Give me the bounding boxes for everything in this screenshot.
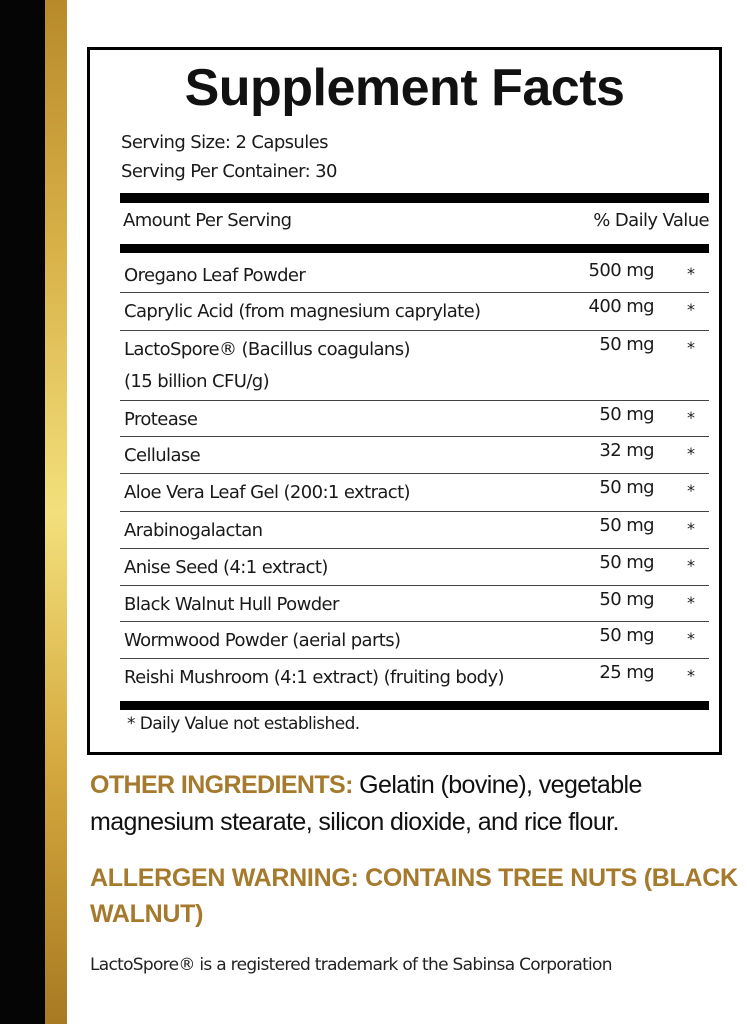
ingredient-row: Wormwood Powder (aerial parts) 50 mg * [120, 621, 709, 659]
ingredient-daily-value: * [687, 481, 695, 500]
ingredient-name: Black Walnut Hull Powder [124, 594, 339, 615]
ingredient-name: Protease [124, 409, 198, 430]
ingredient-daily-value: * [687, 444, 695, 463]
ingredient-amount: 32 mg [599, 440, 654, 461]
ingredient-daily-value: * [687, 519, 695, 538]
divider-thick [120, 244, 709, 253]
ingredient-row: Oregano Leaf Powder 500 mg * [120, 256, 709, 293]
ingredient-row: Cellulase 32 mg * [120, 436, 709, 474]
ingredient-amount: 50 mg [599, 477, 654, 498]
allergen-warning: ALLERGEN WARNING: CONTAINS TREE NUTS (BL… [90, 864, 738, 928]
ingredient-daily-value: * [687, 264, 695, 283]
divider-thick [120, 193, 709, 203]
footnote: * Daily Value not established. [127, 714, 360, 734]
ingredient-amount: 50 mg [599, 589, 654, 610]
ingredient-amount: 500 mg [588, 260, 655, 281]
ingredient-name-line: LactoSpore® (Bacillus coagulans) [124, 339, 411, 360]
ingredient-row: Protease 50 mg * [120, 400, 709, 437]
ingredient-amount: 50 mg [599, 625, 654, 646]
supplement-facts-panel: Supplement Facts Serving Size: 2 Capsule… [87, 47, 722, 755]
divider-thick [120, 701, 709, 710]
amount-per-serving-header: Amount Per Serving [123, 210, 292, 231]
ingredient-daily-value: * [687, 666, 695, 685]
ingredient-daily-value: * [687, 593, 695, 612]
panel-title: Supplement Facts [184, 59, 625, 117]
other-ingredients: OTHER INGREDIENTS: Gelatin (bovine), veg… [90, 767, 750, 841]
ingredient-name-line: (15 billion CFU/g) [124, 371, 270, 392]
ingredient-amount: 50 mg [599, 552, 654, 573]
ingredient-row: Anise Seed (4:1 extract) 50 mg * [120, 548, 709, 586]
other-ingredients-text: Gelatin (bovine), vegetable magnesium st… [90, 771, 642, 836]
ingredient-amount: 400 mg [588, 296, 655, 317]
ingredient-name: Wormwood Powder (aerial parts) [124, 630, 401, 651]
ingredient-daily-value: * [687, 338, 695, 357]
ingredient-amount: 50 mg [599, 334, 654, 355]
ingredient-row: Aloe Vera Leaf Gel (200:1 extract) 50 mg * [120, 473, 709, 512]
ingredient-row: Black Walnut Hull Powder 50 mg * [120, 585, 709, 622]
trademark-notice: LactoSpore® is a registered trademark of… [90, 955, 613, 975]
ingredient-amount: 50 mg [599, 515, 654, 536]
ingredient-row: Caprylic Acid (from magnesium caprylate)… [120, 292, 709, 331]
ingredient-row: Reishi Mushroom (4:1 extract) (fruiting … [120, 658, 709, 698]
serving-size: Serving Size: 2 Capsules [121, 132, 328, 153]
ingredient-name: LactoSpore® (Bacillus coagulans) (15 bill… [124, 334, 411, 398]
ingredient-daily-value: * [687, 629, 695, 648]
ingredient-amount: 25 mg [599, 662, 654, 683]
ingredient-amount: 50 mg [599, 404, 654, 425]
ingredient-daily-value: * [687, 408, 695, 427]
ingredient-name: Anise Seed (4:1 extract) [124, 557, 328, 578]
ingredient-daily-value: * [687, 556, 695, 575]
ingredient-name: Arabinogalactan [124, 520, 263, 541]
ingredient-daily-value: * [687, 300, 695, 319]
ingredient-name: Aloe Vera Leaf Gel (200:1 extract) [124, 482, 411, 503]
ingredient-name: Reishi Mushroom (4:1 extract) (fruiting … [124, 667, 505, 688]
ingredient-row: Arabinogalactan 50 mg * [120, 511, 709, 549]
ingredient-name: Caprylic Acid (from magnesium caprylate) [124, 301, 481, 322]
black-side-stripe [0, 0, 45, 1024]
servings-per-container: Serving Per Container: 30 [121, 161, 337, 182]
ingredient-name: Cellulase [124, 445, 201, 466]
daily-value-header: % Daily Value [593, 210, 709, 231]
ingredient-row: LactoSpore® (Bacillus coagulans) (15 bill… [120, 330, 709, 401]
ingredient-name: Oregano Leaf Powder [124, 265, 306, 286]
other-ingredients-label: OTHER INGREDIENTS: [90, 771, 353, 799]
gold-side-stripe [45, 0, 67, 1024]
